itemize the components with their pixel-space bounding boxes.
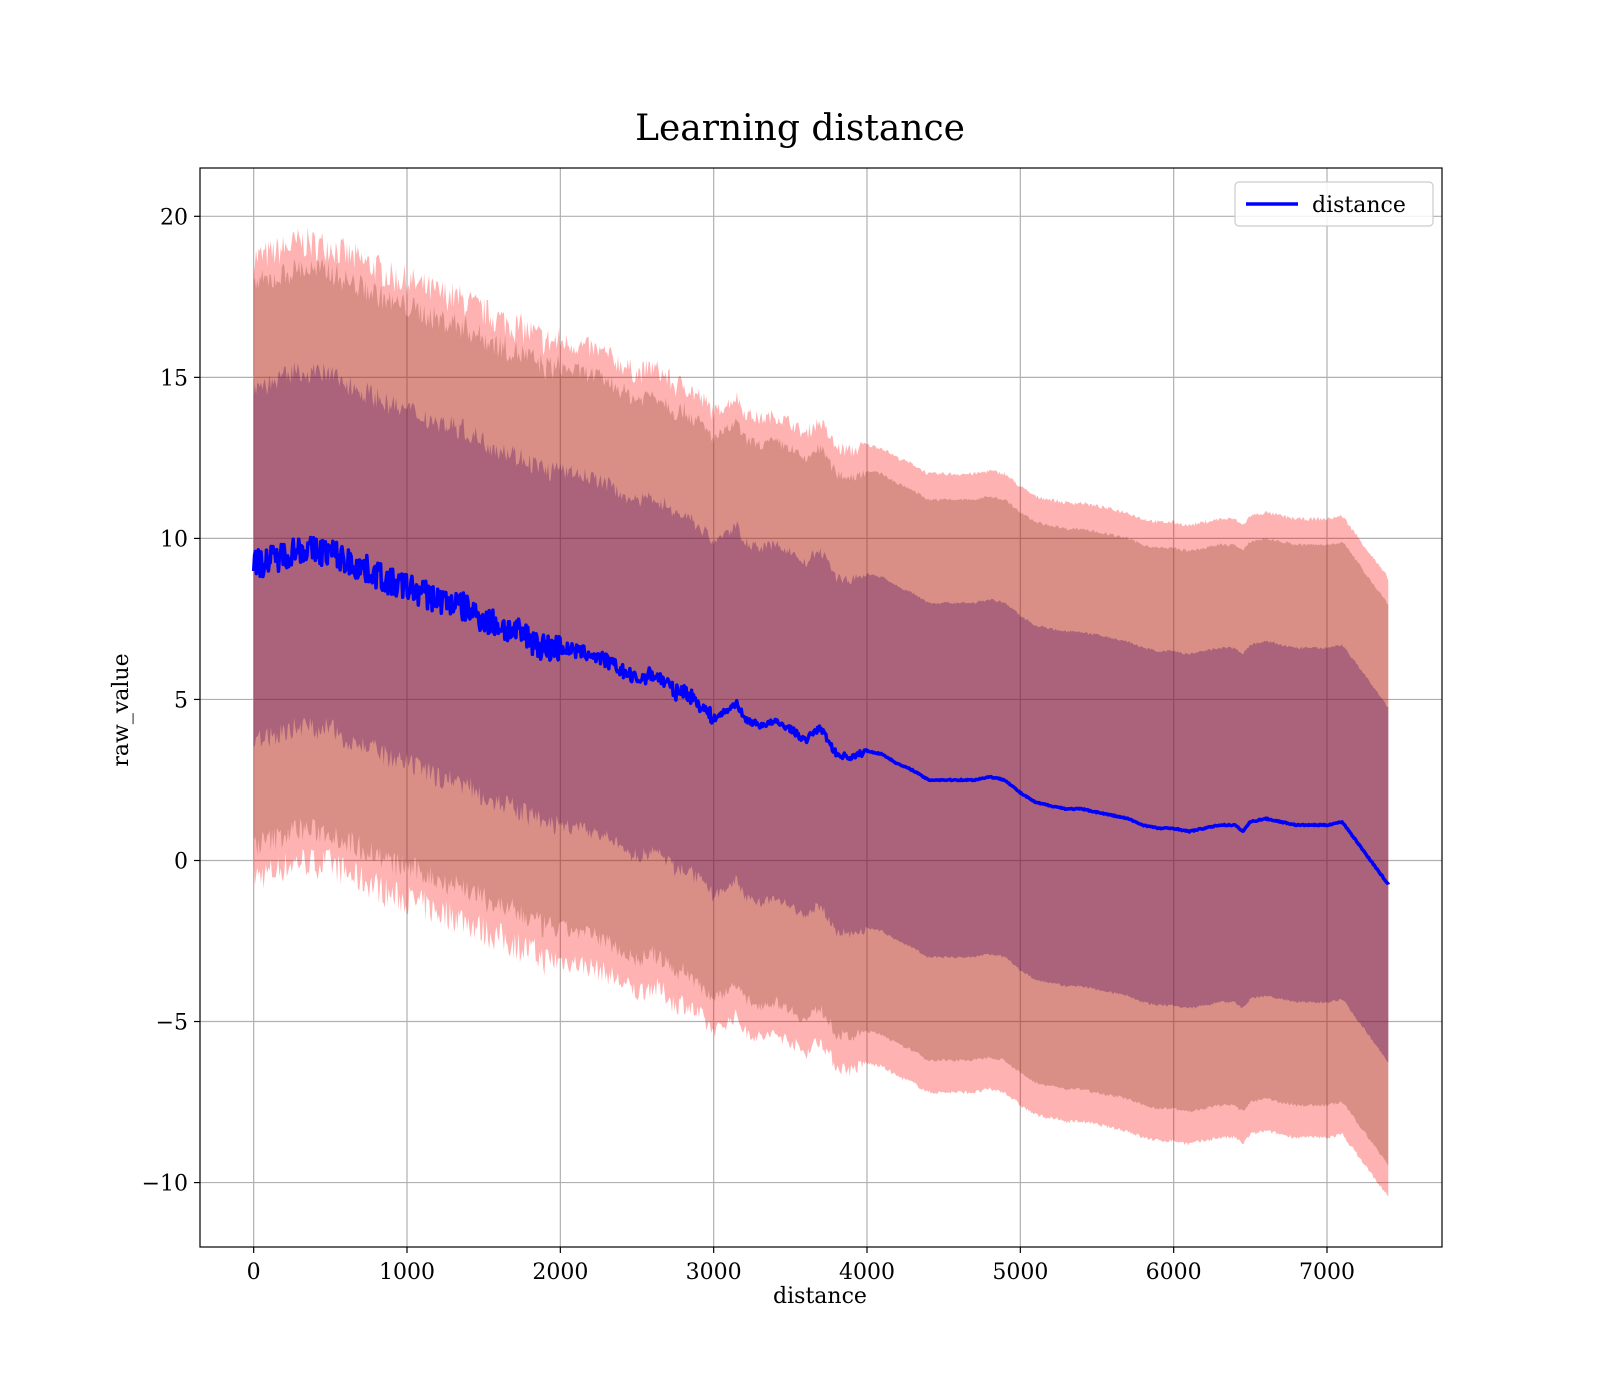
x-tick-label: 7000 [1299,1260,1355,1285]
x-tick-label: 1000 [379,1260,435,1285]
legend-label-distance: distance [1312,193,1406,218]
y-tick-label: 5 [174,688,188,713]
confidence-bands [253,227,1389,1197]
legend: distance [1234,181,1434,227]
grid [200,168,1442,1247]
x-axis-ticks: 0 1000 2000 3000 4000 5000 6000 7000 [247,1247,1355,1285]
confidence-band [253,227,1389,1197]
series-line-distance [251,535,1390,886]
legend-box [1234,181,1434,227]
x-tick-label: 0 [247,1260,261,1285]
y-tick-label: 0 [174,849,188,874]
y-tick-label: −10 [142,1172,188,1197]
y-tick-label: 15 [160,366,188,391]
series-lines [251,535,1390,886]
x-tick-label: 6000 [1146,1260,1202,1285]
x-tick-label: 2000 [532,1260,588,1285]
confidence-band [253,258,1389,1166]
y-tick-label: 20 [160,205,188,230]
x-tick-label: 5000 [992,1260,1048,1285]
chart-title: Learning distance [635,108,965,149]
y-tick-label: −5 [156,1011,188,1036]
x-axis-label: distance [773,1284,867,1309]
axes-frame [199,167,1443,1248]
y-axis-label: raw_value [109,653,134,766]
y-tick-label: 10 [160,527,188,552]
x-tick-label: 3000 [686,1260,742,1285]
axes [199,167,1443,1248]
x-tick-label: 4000 [839,1260,895,1285]
y-axis-ticks: −10 −5 0 5 10 15 20 [142,205,200,1197]
confidence-band [253,362,1389,1063]
